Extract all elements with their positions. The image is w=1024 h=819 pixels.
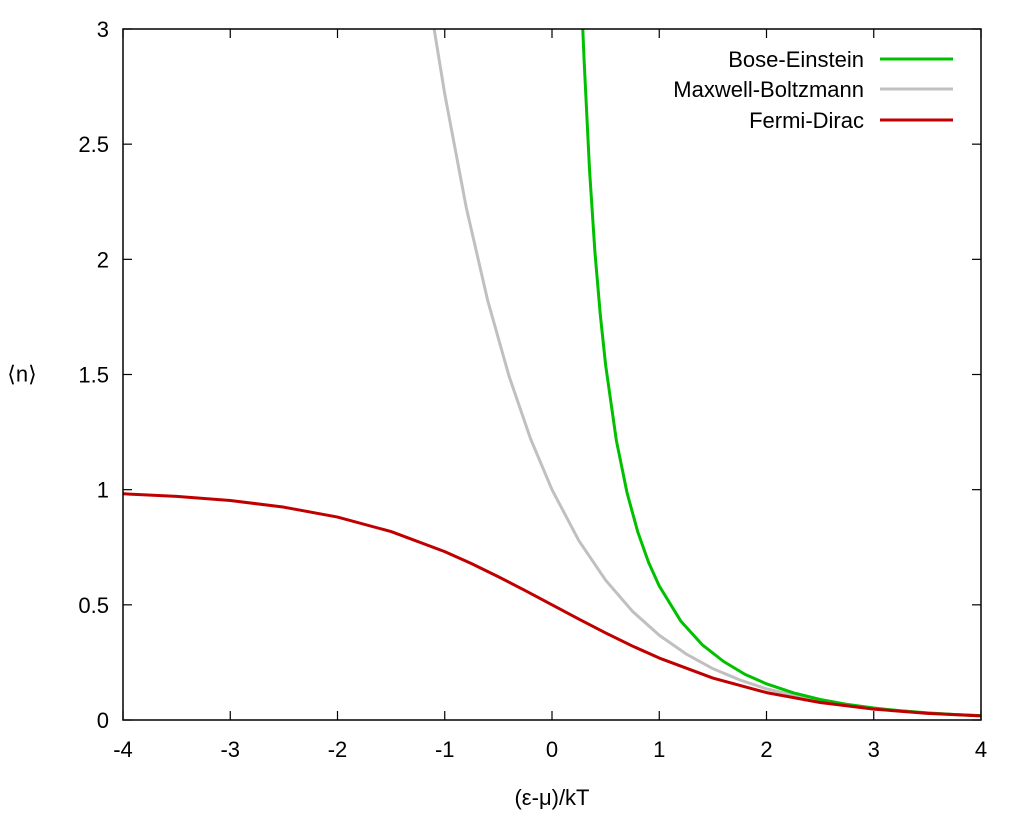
x-tick-label: 4 bbox=[975, 737, 987, 762]
plot-frame bbox=[122, 28, 982, 721]
y-tick-label: 2 bbox=[97, 247, 109, 272]
y-tick-label: 1.5 bbox=[78, 363, 109, 388]
x-tick-label: 2 bbox=[760, 737, 772, 762]
series-lines bbox=[123, 29, 981, 718]
legend-label: Maxwell-Boltzmann bbox=[673, 77, 864, 102]
tick-labels: -4 -3 -2 -1 0 1 2 3 4 0 0.5 1 1.5 2 2.5 3 bbox=[78, 17, 987, 762]
x-tick-label: -4 bbox=[113, 737, 133, 762]
y-tick-label: 2.5 bbox=[78, 132, 109, 157]
x-tick-label: 0 bbox=[546, 737, 558, 762]
y-tick-label: 3 bbox=[97, 17, 109, 42]
y-tick-label: 1 bbox=[97, 478, 109, 503]
y-axis-label: ⟨n⟩ bbox=[7, 362, 36, 387]
x-tick-label: -2 bbox=[328, 737, 348, 762]
legend: Bose-Einstein Maxwell-Boltzmann Fermi-Dira… bbox=[673, 47, 953, 133]
x-axis-label: (ε-μ)/kT bbox=[514, 785, 589, 810]
x-tick-label: 3 bbox=[868, 737, 880, 762]
legend-label: Fermi-Dirac bbox=[749, 108, 864, 133]
x-tick-label: -1 bbox=[435, 737, 455, 762]
legend-label: Bose-Einstein bbox=[728, 47, 864, 72]
x-tick-label: -3 bbox=[220, 737, 240, 762]
x-tick-label: 1 bbox=[653, 737, 665, 762]
y-tick-label: 0 bbox=[97, 708, 109, 733]
y-tick-label: 0.5 bbox=[78, 593, 109, 618]
series-line-fermi-dirac bbox=[123, 492, 981, 718]
